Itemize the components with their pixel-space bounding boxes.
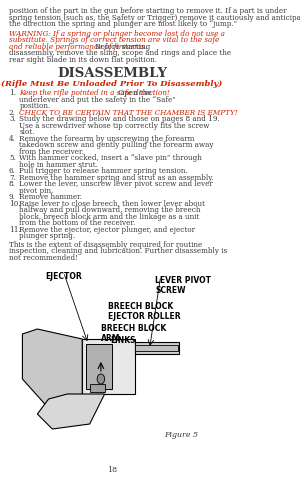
Text: Remove the hammer spring and strut as an assembly.: Remove the hammer spring and strut as an… (20, 173, 214, 182)
Text: from the bottom of the receiver.: from the bottom of the receiver. (20, 219, 136, 227)
Polygon shape (38, 394, 105, 429)
FancyBboxPatch shape (82, 339, 134, 394)
Text: block, breech block arm and the linkage as a unit: block, breech block arm and the linkage … (20, 213, 200, 220)
Polygon shape (22, 329, 82, 404)
Bar (90, 384, 105, 392)
Text: EJECTOR: EJECTOR (45, 272, 82, 281)
Text: BREECH BLOCK: BREECH BLOCK (108, 302, 174, 311)
Text: Study the drawing below and those on pages 8 and 19.: Study the drawing below and those on pag… (20, 115, 220, 123)
Text: 1.: 1. (9, 89, 16, 97)
Text: 11.: 11. (9, 226, 21, 233)
Text: position.: position. (20, 102, 51, 110)
Text: 2.: 2. (9, 109, 16, 116)
Text: 8.: 8. (9, 180, 16, 188)
Text: 3.: 3. (9, 115, 16, 123)
Text: LINKS: LINKS (111, 336, 136, 345)
Text: 18: 18 (107, 466, 117, 474)
Text: Open the: Open the (116, 89, 152, 97)
Text: LEVER PIVOT
SCREW: LEVER PIVOT SCREW (155, 276, 212, 296)
Text: the direction the spring and plunger are most likely to “jump.”: the direction the spring and plunger are… (9, 20, 237, 28)
Text: hole in hammer strut.: hole in hammer strut. (20, 160, 98, 169)
Text: Before starting: Before starting (93, 43, 151, 50)
Text: not recommended!: not recommended! (9, 253, 78, 262)
Text: rear sight blade in its down flat position.: rear sight blade in its down flat positi… (9, 56, 157, 64)
Text: Keep the rifle pointed in a safe direction!: Keep the rifle pointed in a safe directi… (20, 89, 170, 97)
Text: Figure 5: Figure 5 (164, 431, 198, 439)
Text: 10.: 10. (9, 199, 21, 207)
Text: EJECTOR ROLLER: EJECTOR ROLLER (108, 312, 181, 321)
Text: 6.: 6. (9, 167, 16, 175)
Text: Remove the forearm by unscrewing the forearm: Remove the forearm by unscrewing the for… (20, 135, 195, 142)
Text: WARNING: If a spring or plunger become lost do not use a: WARNING: If a spring or plunger become l… (9, 30, 225, 37)
Circle shape (97, 374, 105, 384)
Text: 4.: 4. (9, 135, 16, 142)
Bar (134, 345, 178, 351)
Text: Raise lever to close breech, then lower lever about: Raise lever to close breech, then lower … (20, 199, 206, 207)
Text: from the receiver.: from the receiver. (20, 148, 84, 156)
Text: disassembly, remove the sling, scope and rings and place the: disassembly, remove the sling, scope and… (9, 49, 231, 57)
Text: spring tension (such as, the Safety or Trigger) remove it cautiously and anticip: spring tension (such as, the Safety or T… (9, 13, 300, 22)
Text: halfway and pull downward, removing the breech: halfway and pull downward, removing the … (20, 206, 201, 214)
Text: Remove hammer.: Remove hammer. (20, 193, 82, 201)
Text: plunger spring.: plunger spring. (20, 232, 76, 240)
Text: BREECH BLOCK
ARM: BREECH BLOCK ARM (101, 324, 166, 343)
Text: Lower the lever, unscrew lever pivot screw and lever: Lower the lever, unscrew lever pivot scr… (20, 180, 213, 188)
Bar (134, 342, 179, 354)
Text: 9.: 9. (9, 193, 16, 201)
Text: 5.: 5. (9, 154, 16, 162)
Text: substitute. Springs of correct tension are vital to the safe: substitute. Springs of correct tension a… (9, 36, 219, 44)
Text: (Rifle Must Be Unloaded Prior To Disassembly): (Rifle Must Be Unloaded Prior To Disasse… (2, 80, 223, 88)
Text: This is the extent of disassembly required for routine: This is the extent of disassembly requir… (9, 240, 202, 249)
Text: 7.: 7. (9, 173, 16, 182)
Text: takedown screw and gently pulling the forearm away: takedown screw and gently pulling the fo… (20, 141, 214, 149)
Text: CHECK TO BE CERTAIN THAT THE CHAMBER IS EMPTY!: CHECK TO BE CERTAIN THAT THE CHAMBER IS … (20, 109, 238, 116)
Text: pivot pin.: pivot pin. (20, 186, 54, 194)
Text: position of the part in the gun before starting to remove it. If a part is under: position of the part in the gun before s… (9, 7, 286, 15)
Bar (8, 264, 217, 444)
Text: Remove the ejector, ejector plunger, and ejector: Remove the ejector, ejector plunger, and… (20, 226, 195, 233)
Text: inspection, cleaning and lubrication. Further disassembly is: inspection, cleaning and lubrication. Fu… (9, 247, 227, 255)
Text: and reliable performance of firearms.: and reliable performance of firearms. (9, 43, 147, 50)
Text: With hammer cocked, insert a “slave pin” through: With hammer cocked, insert a “slave pin”… (20, 154, 202, 162)
Text: slot.: slot. (20, 128, 35, 136)
Text: Pull trigger to release hammer spring tension.: Pull trigger to release hammer spring te… (20, 167, 188, 175)
Text: underlever and put the safety in the “Safe”: underlever and put the safety in the “Sa… (20, 95, 176, 103)
Text: Use a screwdriver whose tip correctly fits the screw: Use a screwdriver whose tip correctly fi… (20, 122, 210, 129)
Text: DISASSEMBLY: DISASSEMBLY (57, 67, 167, 80)
Bar (86, 344, 112, 389)
